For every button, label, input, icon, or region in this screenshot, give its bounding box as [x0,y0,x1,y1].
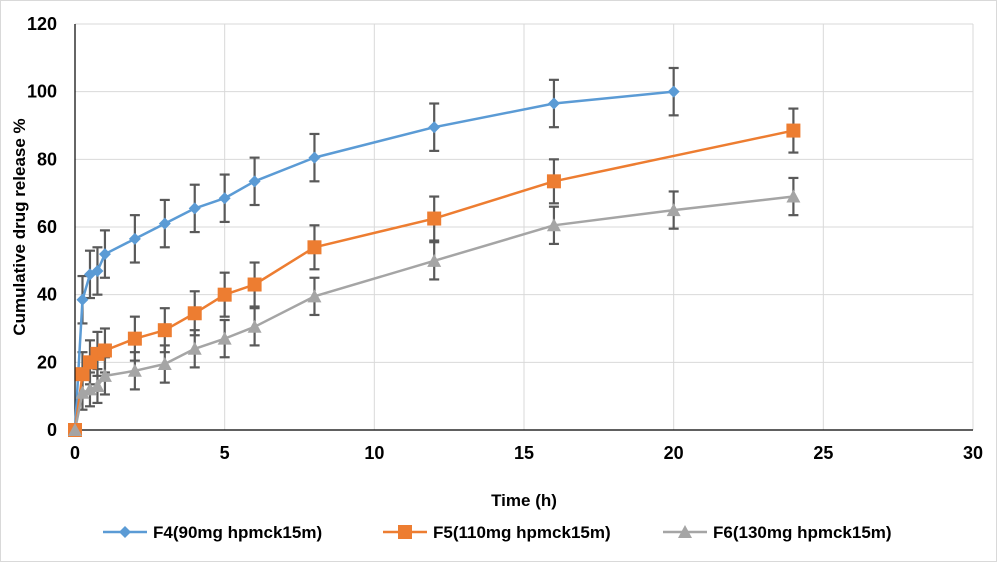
series-3-point [546,218,561,232]
series-2-point [546,174,561,189]
series-2-point [97,343,112,358]
y-tick-label: 120 [27,14,57,34]
series-1-point [248,175,261,188]
series-1-point [547,97,560,110]
series-3-point [82,382,97,396]
series-3-point [90,379,105,393]
series-markers [68,85,801,437]
series-3-point [247,319,262,333]
series-2-point [786,123,801,138]
legend-label-2: F5(110mg hpmck15m) [433,523,611,542]
series-2-point [307,240,322,255]
series-2-point [187,306,202,321]
legend-marker-3 [678,525,692,538]
tick-labels: 0 20 40 60 80 100 120 0 5 10 15 20 25 30 [27,14,983,463]
y-tick-label: 0 [47,420,57,440]
series-3-point [127,363,142,377]
series-1-point [308,151,321,164]
x-tick-label: 0 [70,443,80,463]
x-tick-label: 20 [664,443,684,463]
legend-marker-1 [119,526,131,538]
x-tick-label: 25 [813,443,833,463]
y-tick-label: 100 [27,82,57,102]
series-1-point [91,264,104,277]
series-3-point [307,289,322,303]
x-axis-title: Time (h) [491,491,557,510]
x-tick-label: 5 [220,443,230,463]
series-3-point [786,189,801,203]
series-3-point [68,423,82,436]
series-1-point [158,217,171,230]
x-tick-label: 30 [963,443,983,463]
series-3-point [75,385,90,399]
x-tick-label: 10 [364,443,384,463]
series-3-point [97,368,112,382]
series-1-point [76,293,89,306]
series-1-point [98,248,111,261]
series-1-point [188,202,201,215]
y-tick-label: 80 [37,149,57,169]
legend-label-3: F6(130mg hpmck15m) [713,523,892,542]
legend-marker-2 [398,525,412,539]
series-2-point [247,277,262,292]
y-tick-label: 60 [37,217,57,237]
series-2-point [127,331,142,346]
y-tick-label: 40 [37,285,57,305]
series-3-point [217,331,232,345]
series-3-point [187,341,202,355]
series-2-point [427,211,442,226]
y-axis-title: Cumulative drug release % [10,118,29,335]
axes [74,24,973,431]
legend-label-1: F4(90mg hpmck15m) [153,523,322,542]
series-3-point [666,203,681,217]
series-1-point [667,85,680,98]
gridlines [75,23,974,430]
series-1-point [128,232,141,245]
series-2-point [217,287,232,302]
x-tick-label: 15 [514,443,534,463]
series-2-point [75,367,90,382]
legend: F4(90mg hpmck15m) F5(110mg hpmck15m) F6(13… [103,523,892,542]
series-1-point [218,192,231,205]
error-bars [77,66,799,411]
series-3-point [427,253,442,267]
series-1-point [428,121,441,134]
series-3-point [157,357,172,371]
y-tick-label: 20 [37,352,57,372]
series-2-point [157,323,172,338]
